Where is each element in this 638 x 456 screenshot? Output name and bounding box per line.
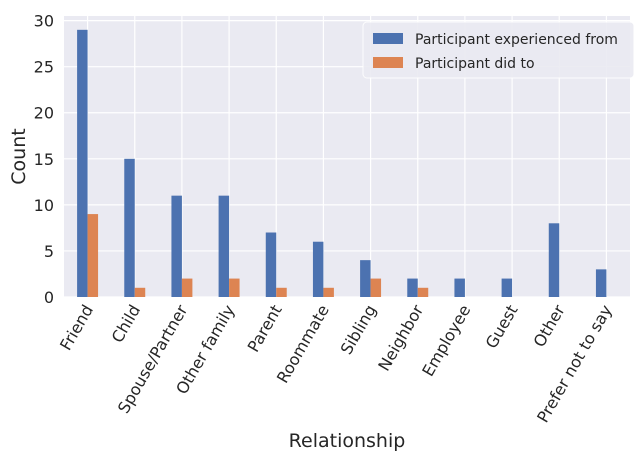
bar-experienced-from-2 <box>171 195 182 297</box>
x-axis-label: Relationship <box>289 430 406 452</box>
y-tick-label: 5 <box>44 242 54 261</box>
bar-experienced-from-1 <box>124 158 135 297</box>
bar-experienced-from-3 <box>218 195 230 297</box>
y-tick-label: 15 <box>34 150 54 169</box>
y-tick-labels: 0 5 10 15 20 25 30 <box>34 12 54 307</box>
x-tick-label: Friend <box>56 302 97 354</box>
legend-swatch <box>373 57 403 68</box>
bar-did-to-6 <box>370 278 382 297</box>
legend-label: Participant experienced from <box>415 32 618 48</box>
bar-experienced-from-6 <box>360 260 371 297</box>
x-tick-label: Employee <box>418 301 474 379</box>
x-tick-label: Parent <box>244 302 286 356</box>
bar-experienced-from-7 <box>407 278 418 297</box>
bar-experienced-from-0 <box>77 29 88 297</box>
bar-experienced-from-8 <box>454 278 465 297</box>
y-axis-label: Count <box>8 128 30 184</box>
x-tick-label: Guest <box>482 302 522 352</box>
x-tick-label: Other <box>530 301 569 350</box>
y-tick-label: 20 <box>34 104 54 123</box>
legend-box <box>362 21 635 79</box>
x-tick-label: Sibling <box>337 302 380 358</box>
bar-did-to-5 <box>323 287 334 297</box>
bar-experienced-from-11 <box>595 269 607 297</box>
bars <box>77 29 607 297</box>
x-tick-label: Neighbor <box>374 301 427 374</box>
y-tick-label: 10 <box>34 196 54 215</box>
x-tick-label: Child <box>108 302 145 346</box>
legend-swatch <box>373 33 403 44</box>
bar-did-to-0 <box>87 214 99 297</box>
y-tick-label: 0 <box>44 288 54 307</box>
bar-did-to-7 <box>417 287 429 297</box>
y-tick-label: 30 <box>34 12 54 31</box>
bar-experienced-from-5 <box>312 241 324 297</box>
bar-experienced-from-10 <box>548 223 560 297</box>
bar-did-to-3 <box>229 278 240 297</box>
legend: Participant experienced from Participant … <box>362 21 635 79</box>
bar-did-to-1 <box>134 287 146 297</box>
bar-did-to-2 <box>181 278 193 297</box>
bar-experienced-from-4 <box>265 232 277 297</box>
y-tick-label: 25 <box>34 58 54 77</box>
bar-experienced-from-9 <box>501 278 513 297</box>
bar-did-to-4 <box>276 287 287 297</box>
legend-label: Participant did to <box>415 56 535 72</box>
